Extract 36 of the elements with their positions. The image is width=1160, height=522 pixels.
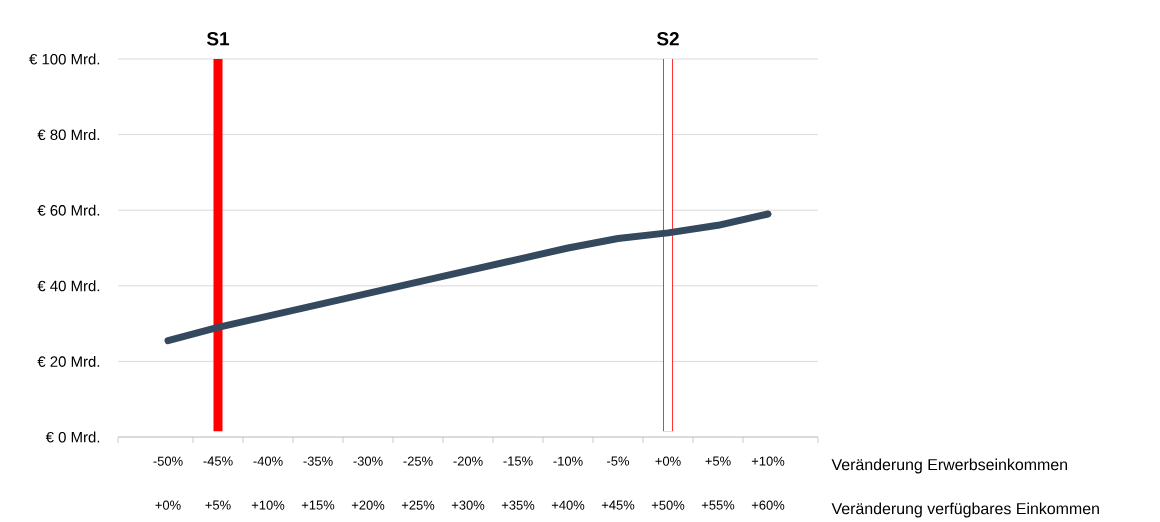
y-tick-label: € 60 Mrd. bbox=[37, 204, 100, 216]
ref-line-label: S1 bbox=[206, 32, 230, 46]
x2-tick-label: +40% bbox=[551, 500, 585, 510]
x2-tick-label: +5% bbox=[205, 500, 231, 510]
x2-tick-label: +35% bbox=[501, 500, 535, 510]
x-tick-label: -15% bbox=[503, 456, 533, 466]
x2-tick-label: +20% bbox=[351, 500, 385, 510]
x2-tick-label: +10% bbox=[251, 500, 285, 510]
x-tick-label: -45% bbox=[203, 456, 233, 466]
x-tick-label: -10% bbox=[553, 456, 583, 466]
y-tick-label: € 100 Mrd. bbox=[29, 53, 100, 65]
x2-tick-label: +15% bbox=[301, 500, 335, 510]
x2-tick-label: +50% bbox=[651, 500, 685, 510]
x2-tick-label: +25% bbox=[401, 500, 435, 510]
y-tick-label: € 40 Mrd. bbox=[37, 280, 100, 292]
x-tick-label: -35% bbox=[303, 456, 333, 466]
x-tick-label: -20% bbox=[453, 456, 483, 466]
x2-tick-label: +60% bbox=[751, 500, 785, 510]
x2-axis-title: Veränderung verfügbares Einkommen bbox=[831, 502, 1099, 518]
x2-tick-label: +30% bbox=[451, 500, 485, 510]
x-tick-label: +5% bbox=[705, 456, 731, 466]
x-axis-title: Veränderung Erwerbseinkommen bbox=[831, 458, 1068, 474]
x-tick-label: +0% bbox=[655, 456, 681, 466]
x-tick-label: -30% bbox=[353, 456, 383, 466]
x2-tick-label: +0% bbox=[155, 500, 181, 510]
y-tick-label: € 80 Mrd. bbox=[37, 129, 100, 141]
y-tick-label: € 0 Mrd. bbox=[45, 431, 100, 443]
x-tick-label: +10% bbox=[751, 456, 785, 466]
x2-tick-label: +55% bbox=[701, 500, 735, 510]
x-tick-label: -5% bbox=[607, 456, 630, 466]
x-tick-label: -50% bbox=[153, 456, 183, 466]
ref-line-label: S2 bbox=[656, 32, 679, 46]
y-tick-label: € 20 Mrd. bbox=[37, 355, 100, 367]
x-tick-label: -40% bbox=[253, 456, 283, 466]
x-tick-label: -25% bbox=[403, 456, 433, 466]
x2-tick-label: +45% bbox=[601, 500, 635, 510]
